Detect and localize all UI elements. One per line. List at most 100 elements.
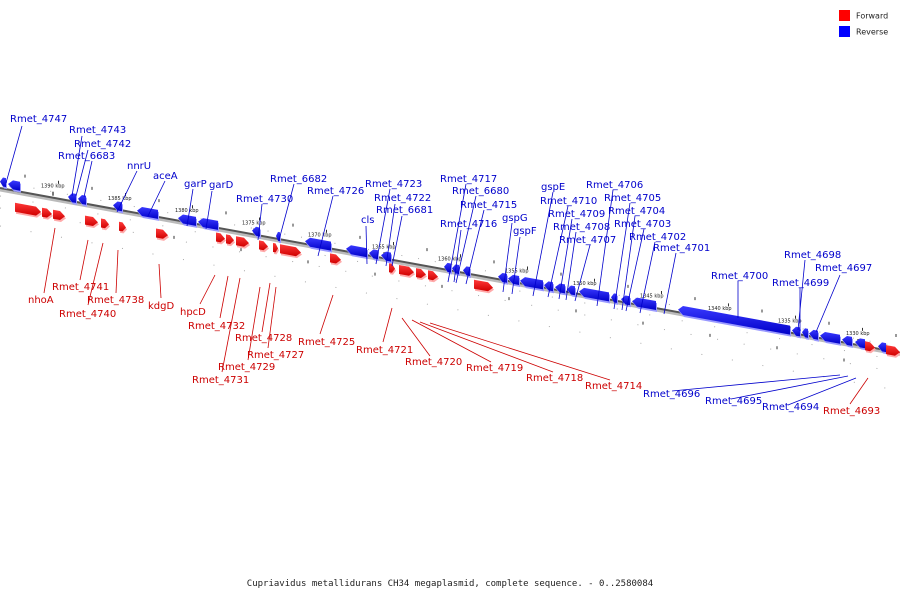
leader-line (547, 205, 569, 298)
leader-line (455, 195, 477, 284)
leader-line (186, 188, 194, 227)
forward-gene (428, 270, 438, 281)
gene-label: Rmet_4695 (705, 396, 762, 407)
gene-label: kdgD (148, 301, 174, 312)
gene-label: Rmet_4698 (784, 250, 841, 261)
gene-label: Rmet_4706 (586, 180, 643, 191)
forward-gene (389, 263, 395, 273)
reverse-gene (305, 237, 331, 251)
legend-swatch (839, 10, 850, 21)
leader-line (565, 231, 577, 301)
gene-label: Rmet_4738 (87, 295, 144, 306)
gene-label: Rmet_6681 (376, 205, 433, 216)
reverse-gene (113, 201, 122, 212)
leader-line (43, 227, 56, 294)
leader-line (317, 195, 334, 257)
leader-line (247, 286, 261, 361)
leader-line (87, 242, 104, 306)
caption: Cupriavidus metallidurans CH34 megaplasm… (246, 579, 654, 589)
gene-label: gspF (513, 226, 537, 237)
reverse-gene (555, 283, 565, 294)
reverse-gene (444, 262, 451, 273)
leader-line (319, 294, 334, 335)
gene-label: Rmet_4741 (52, 282, 109, 293)
reverse-gene (0, 177, 6, 188)
gene-label: Rmet_4723 (365, 179, 422, 190)
reverse-gene (381, 251, 391, 262)
leader-line (411, 319, 492, 363)
leader-line (278, 183, 295, 241)
gene-label: Rmet_4710 (540, 196, 597, 207)
reverse-gene (855, 338, 865, 349)
reverse-gene (346, 245, 367, 258)
gene-label: Rmet_4693 (823, 406, 880, 417)
forward-gene (42, 207, 52, 218)
axis-tick-label: 1370 kbp (308, 233, 332, 239)
leader-line (815, 274, 841, 333)
axis-tick-label: 1365 kbp (372, 244, 396, 250)
reverse-gene (178, 214, 196, 226)
gene-label: nnrU (127, 161, 151, 172)
leader-line (199, 274, 216, 305)
gene-label: Rmet_4740 (59, 309, 116, 320)
reverse-gene (508, 274, 519, 285)
forward-gene (280, 244, 301, 257)
reverse-gene (820, 332, 840, 344)
gene-label: Rmet_4701 (653, 243, 710, 254)
forward-gene (330, 253, 341, 264)
leader-line (447, 183, 467, 283)
leader-line (5, 125, 23, 184)
gene-label: Rmet_4707 (559, 235, 616, 246)
gene-label: Rmet_4743 (69, 125, 126, 136)
reverse-gene (802, 328, 808, 338)
gene-label: Rmet_4700 (711, 271, 768, 282)
leader-line (558, 218, 573, 300)
gene-label: Rmet_4715 (460, 200, 517, 211)
leader-line (221, 277, 241, 373)
legend-swatch (839, 26, 850, 37)
reverse-gene (369, 249, 378, 260)
reverse-gene (198, 218, 218, 230)
gene-label: Rmet_4719 (466, 363, 523, 374)
gene-label: Rmet_4708 (553, 222, 610, 233)
leader-line (71, 135, 83, 197)
leader-line (502, 222, 513, 293)
forward-gene (85, 215, 98, 226)
forward-gene (119, 221, 126, 232)
gene-label: Rmet_4731 (192, 375, 249, 386)
gene-label: Rmet_4705 (604, 193, 661, 204)
reverse-gene (842, 336, 852, 346)
forward-gene (15, 202, 41, 216)
reverse-gene (137, 207, 158, 219)
axis-tick-label: 1350 kbp (573, 281, 597, 287)
gene-label: cls (361, 215, 375, 226)
leader-line (797, 259, 806, 331)
forward-gene (865, 341, 875, 352)
axis-tick-label: 1385 kbp (108, 196, 132, 202)
leader-line (261, 282, 271, 333)
reverse-gene (252, 226, 260, 237)
gene-label: Rmet_6680 (452, 186, 509, 197)
leader-line (158, 263, 162, 299)
leader-line (849, 377, 869, 405)
forward-gene (101, 218, 109, 229)
leader-line (532, 191, 554, 297)
gene-label: Rmet_4703 (614, 219, 671, 230)
gene-label: Rmet_4726 (307, 186, 364, 197)
legend-label: Reverse (856, 28, 888, 37)
gene-label: Rmet_4697 (815, 263, 872, 274)
gene-label: Rmet_4732 (188, 321, 245, 332)
gene-label: Rmet_4696 (643, 389, 700, 400)
gene-label: Rmet_4718 (526, 373, 583, 384)
gene-label: Rmet_4716 (440, 219, 497, 230)
leader-line (116, 170, 138, 213)
gene-label: hpcD (180, 307, 206, 318)
leader-line (75, 149, 89, 197)
leader-line (115, 249, 119, 294)
reverse-gene (878, 342, 886, 353)
forward-gene (416, 268, 426, 278)
axis-tick-label: 1330 kbp (846, 331, 870, 337)
leader-line (671, 374, 841, 392)
gene-label: garD (209, 180, 234, 191)
leader-line (147, 180, 166, 217)
